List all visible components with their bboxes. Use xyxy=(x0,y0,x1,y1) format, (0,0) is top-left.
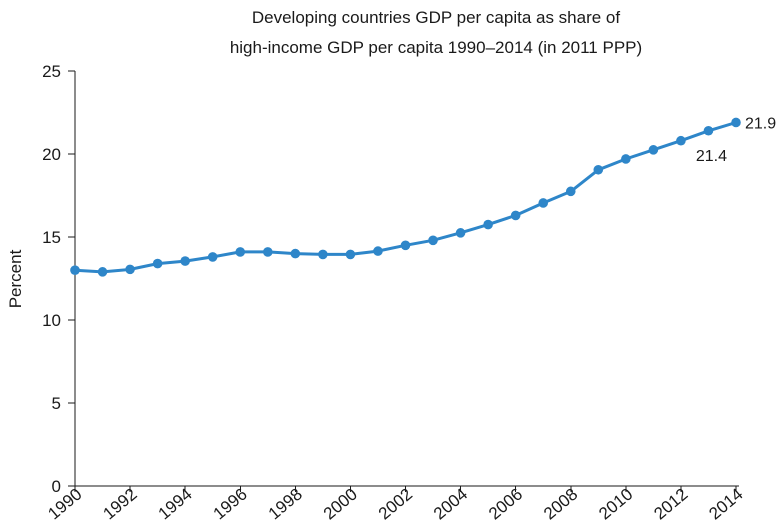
data-label: 21.9 xyxy=(745,115,776,132)
data-point xyxy=(703,125,714,136)
chart-title-line-2: high-income GDP per capita 1990–2014 (in… xyxy=(230,38,642,57)
data-point xyxy=(235,247,246,257)
data-point xyxy=(538,198,549,208)
data-point xyxy=(290,248,301,259)
data-point xyxy=(483,219,493,230)
x-tick-label: 2006 xyxy=(485,485,526,524)
y-tick-label: 25 xyxy=(42,62,61,81)
y-tick-label: 10 xyxy=(42,311,61,330)
series-layer xyxy=(70,117,741,277)
data-point xyxy=(593,164,604,175)
x-tick-label: 1992 xyxy=(99,485,140,524)
data-point xyxy=(428,235,438,246)
data-point xyxy=(345,249,356,260)
data-point xyxy=(152,258,163,269)
data-point xyxy=(676,135,686,146)
x-tick-label: 2002 xyxy=(375,485,416,524)
x-tick-label: 1994 xyxy=(155,485,196,524)
data-point xyxy=(318,249,328,260)
data-point xyxy=(373,246,383,256)
data-point xyxy=(70,265,80,276)
x-tick-label: 2008 xyxy=(540,485,581,524)
data-point xyxy=(400,240,411,251)
data-point xyxy=(125,264,135,275)
x-tick-label: 1996 xyxy=(210,485,251,524)
data-point xyxy=(648,145,659,155)
y-axis-title: Percent xyxy=(6,249,25,308)
x-tick-label: 2010 xyxy=(595,485,636,524)
x-tick-label: 2000 xyxy=(320,485,361,524)
data-point xyxy=(207,252,218,262)
y-tick-label: 0 xyxy=(52,477,61,496)
data-point xyxy=(565,186,576,197)
data-point xyxy=(455,228,466,238)
axes xyxy=(68,70,739,492)
data-labels: 21.9 21.4 xyxy=(696,115,776,164)
chart-title-line-1: Developing countries GDP per capita as s… xyxy=(252,8,620,27)
x-tick-label: 1998 xyxy=(265,485,306,524)
x-tick-label: 2004 xyxy=(430,485,471,524)
data-point xyxy=(731,117,741,128)
data-point xyxy=(262,247,273,257)
y-tick-label: 20 xyxy=(42,145,61,164)
x-tick-label: 2012 xyxy=(650,485,691,524)
x-tick-label: 2014 xyxy=(705,485,746,524)
y-tick-label: 5 xyxy=(52,394,61,413)
data-label: 21.4 xyxy=(696,148,727,165)
y-tick-label: 15 xyxy=(42,228,61,247)
data-point xyxy=(180,256,190,266)
data-point xyxy=(510,210,521,221)
data-point xyxy=(621,154,631,164)
data-point xyxy=(97,267,108,277)
